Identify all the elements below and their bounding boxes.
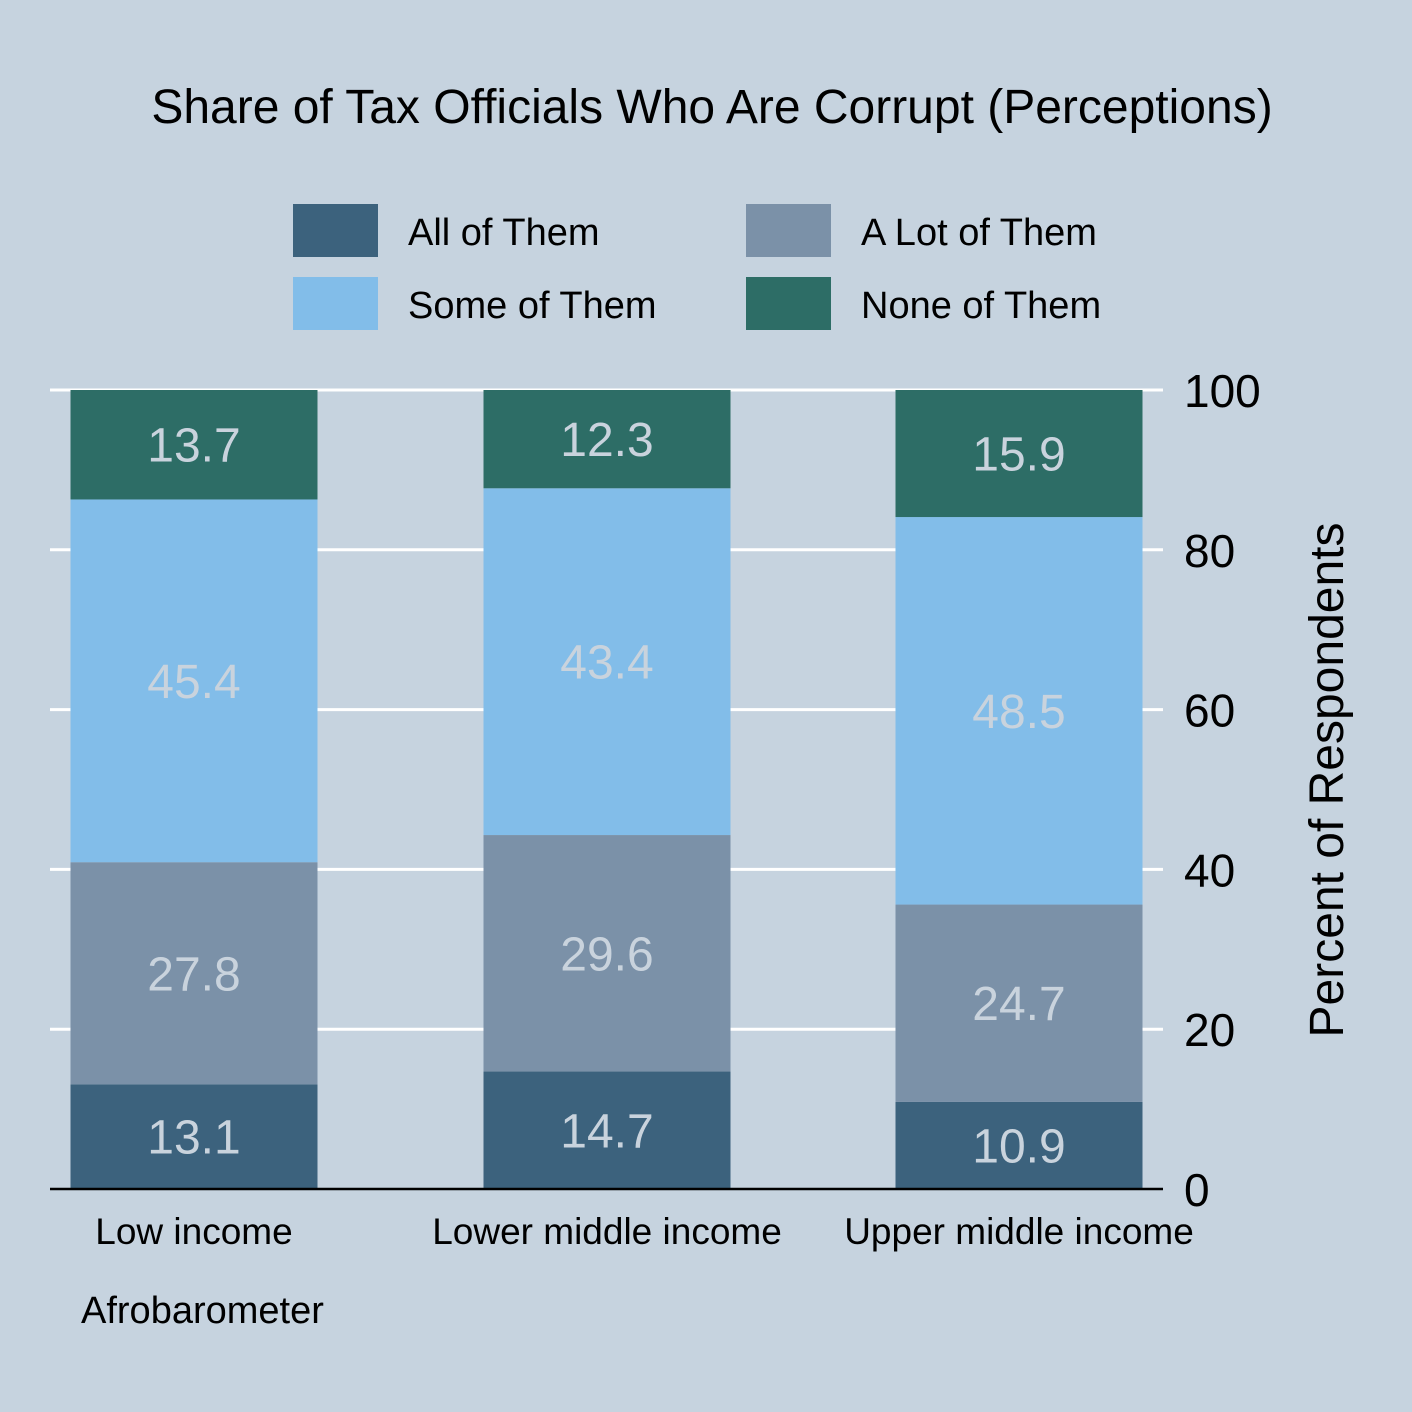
bar-lower-middle-income-some-of-them bbox=[483, 488, 731, 836]
bar-upper-middle-income-a-lot-of-them bbox=[895, 904, 1143, 1102]
data-label: 14.7 bbox=[560, 1105, 653, 1158]
bar-upper-middle-income-none-of-them bbox=[895, 390, 1143, 518]
source-note: Afrobarometer bbox=[81, 1290, 324, 1332]
data-label: 45.4 bbox=[147, 656, 240, 709]
legend-label: Some of Them bbox=[408, 285, 657, 327]
data-label: 15.9 bbox=[972, 429, 1065, 482]
bar-lower-middle-income-none-of-them bbox=[483, 390, 731, 489]
legend-swatch-none-of-them bbox=[746, 277, 831, 330]
bar-lower-middle-income-a-lot-of-them bbox=[483, 835, 731, 1072]
bar-low-income-some-of-them bbox=[70, 499, 318, 863]
data-labels: 13.1 27.8 45.4 13.7 14.7 29.6 43.4 12.3 10.9 24.7… bbox=[147, 414, 1065, 1173]
data-label: 43.4 bbox=[560, 637, 653, 690]
data-label: 29.6 bbox=[560, 928, 653, 981]
data-label: 13.1 bbox=[147, 1112, 240, 1165]
y-tick-label: 100 bbox=[1184, 365, 1261, 417]
bar-low-income-all-of-them bbox=[70, 1084, 318, 1189]
bar-low-income-none-of-them bbox=[70, 390, 318, 500]
data-label: 48.5 bbox=[972, 686, 1065, 739]
bars bbox=[70, 390, 1143, 1189]
x-tick-label: Lower middle income bbox=[432, 1211, 782, 1252]
x-tick-label: Upper middle income bbox=[844, 1211, 1194, 1252]
bar-low-income-a-lot-of-them bbox=[70, 862, 318, 1085]
data-label: 10.9 bbox=[972, 1120, 1065, 1173]
chart-title: Share of Tax Officials Who Are Corrupt (… bbox=[151, 81, 1272, 134]
bar-lower-middle-income-all-of-them bbox=[483, 1071, 731, 1189]
x-tick-label: Low income bbox=[95, 1211, 292, 1252]
data-label: 13.7 bbox=[147, 420, 240, 473]
y-tick-label: 80 bbox=[1184, 525, 1235, 577]
data-label: 12.3 bbox=[560, 414, 653, 467]
legend-label: A Lot of Them bbox=[861, 212, 1097, 254]
y-tick-label: 0 bbox=[1184, 1164, 1210, 1216]
legend-swatch-all-of-them bbox=[293, 204, 378, 257]
y-tick-label: 20 bbox=[1184, 1004, 1235, 1056]
legend: All of Them A Lot of Them Some of Them None… bbox=[293, 204, 1101, 330]
bar-upper-middle-income-all-of-them bbox=[895, 1101, 1143, 1189]
bar-upper-middle-income-some-of-them bbox=[895, 517, 1143, 905]
y-axis: 0 20 40 60 80 100 bbox=[1184, 365, 1261, 1216]
legend-label: None of Them bbox=[861, 285, 1101, 327]
y-axis-title: Percent of Respondents bbox=[1301, 523, 1354, 1038]
legend-label: All of Them bbox=[408, 212, 599, 254]
data-label: 24.7 bbox=[972, 978, 1065, 1031]
x-axis: Low income Lower middle income Upper middl… bbox=[50, 1187, 1194, 1252]
y-tick-label: 40 bbox=[1184, 844, 1235, 896]
y-tick-label: 60 bbox=[1184, 685, 1235, 737]
legend-swatch-a-lot-of-them bbox=[746, 204, 831, 257]
data-label: 27.8 bbox=[147, 948, 240, 1001]
legend-swatch-some-of-them bbox=[293, 277, 378, 330]
